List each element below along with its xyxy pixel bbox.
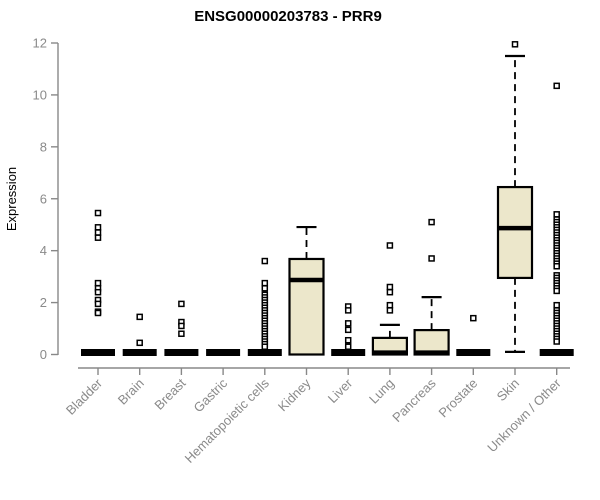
outlier-point [94,300,102,308]
outlier-point [428,255,435,262]
y-tick-label: 10 [33,87,47,102]
outlier-point [344,320,352,327]
x-category-label: Bladder [63,375,106,418]
x-category-label: Kidney [275,375,314,414]
x-category-label: Gastric [191,375,231,415]
collapsed-box [456,349,491,356]
outlier-point [94,279,102,287]
outlier-point [261,343,269,350]
outlier-point [136,339,143,347]
outlier-point [553,338,560,345]
outlier-point [553,301,560,309]
collapsed-box [331,349,366,356]
outlier-point [94,288,102,296]
outlier-point [386,301,394,309]
outlier-point [386,242,394,249]
y-axis-title: Expression [4,167,19,231]
x-category-label: Lung [366,376,397,407]
outlier-point [470,314,477,322]
collapsed-box [247,349,282,356]
outlier-point [553,211,560,218]
x-category-label: Unknown / Other [484,375,564,455]
outlier-point [386,283,394,291]
x-category-label: Skin [494,376,522,404]
collapsed-box [81,349,115,356]
collapsed-box [122,349,157,356]
boxes-layer [81,41,574,356]
box [288,257,325,356]
outlier-point [178,330,185,337]
y-tick-label: 6 [40,191,47,206]
x-category-label: Liver [325,375,356,406]
box [496,185,534,280]
outlier-point [344,307,352,314]
outlier-point [344,336,352,344]
x-category-label: Prostate [436,376,481,421]
outlier-point [178,322,185,330]
x-category-label: Breast [151,375,188,412]
outlier-point [94,209,102,217]
outlier-point [511,41,519,48]
outlier-point [428,218,435,226]
collapsed-box [539,349,574,356]
outlier-point [94,234,102,241]
y-tick-label: 0 [40,347,47,362]
outlier-point [94,309,102,317]
outlier-point [94,229,102,236]
collapsed-box [206,349,241,356]
outlier-point [261,257,269,265]
outlier-point [344,326,352,334]
x-category-label: Pancreas [389,375,439,425]
y-tick-label: 2 [40,295,47,310]
outlier-point [553,82,560,90]
outlier-point [386,288,394,296]
outlier-point [344,343,352,350]
outlier-point [94,224,102,231]
outlier-point [386,307,394,314]
outlier-point [553,262,560,270]
outlier-point [178,300,185,308]
outlier-point [553,287,560,295]
outlier-point [136,313,143,321]
y-tick-label: 8 [40,139,47,154]
y-tick-label: 4 [40,243,47,258]
collapsed-box [164,349,199,356]
x-category-label: Brain [115,376,147,408]
y-tick-label: 12 [33,36,47,51]
outlier-point [261,279,269,287]
chart-title: ENSG00000203783 - PRR9 [194,8,382,25]
outlier-point [261,285,269,292]
